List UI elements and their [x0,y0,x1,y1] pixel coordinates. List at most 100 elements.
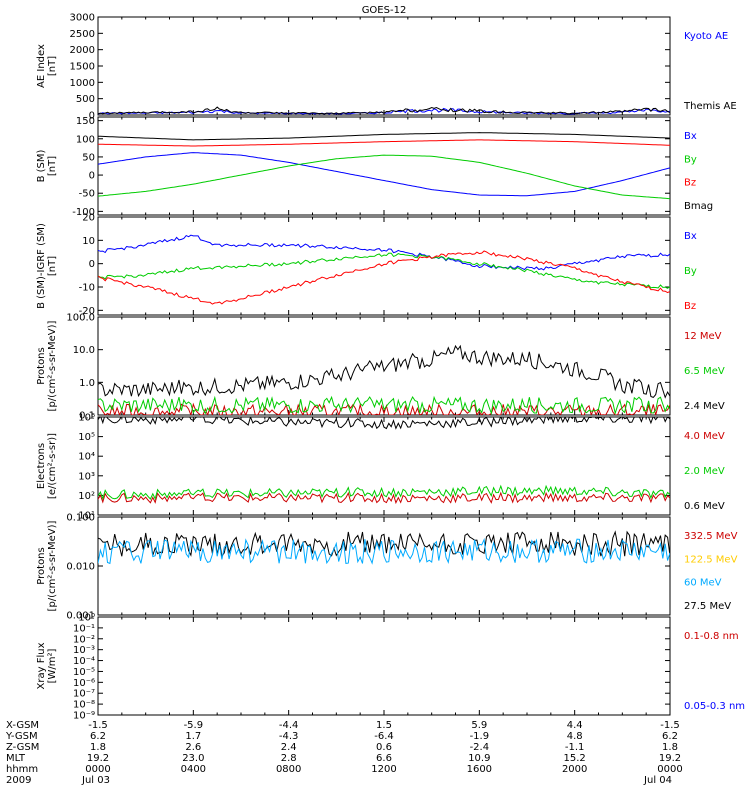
legend-entry: By [684,154,697,165]
legend-entry: 60 MeV [684,578,722,589]
footer-cell: -1.5 [660,720,680,731]
series-line-60-mev [98,537,670,565]
footer-cell: Jul 03 [81,775,110,786]
series-line-bx [98,234,670,271]
series-line-themis-ae [98,106,670,115]
footer-cell: 15.2 [564,753,586,764]
y-tick-label: 20 [82,213,95,224]
y-axis-label: [e/(cm²-s-sr)] [47,433,58,499]
y-tick-label: 10⁻⁸ [73,700,95,711]
y-tick-label: 1.0 [79,378,95,389]
y-tick-label: 0.001 [66,611,95,622]
y-axis-label: Electrons [36,443,47,489]
y-tick-label: 10⁻⁶ [73,678,95,689]
series-line-bz [98,250,670,305]
panel-electrons: 10¹ 10² 10³ 10⁴ 10⁵ 10⁶ Electrons [e/(cm²-s-sr)… [36,413,725,522]
y-tick-label: 50 [82,152,95,163]
footer-cell: Jul 04 [643,775,672,786]
legend-entry: 2.4 MeV [684,401,725,412]
panel-protons_hi: 0.1 1.0 10.0 100.0 Protons [p/(cm²-s-sr-MeV)]… [36,313,725,422]
y-tick-label: 0 [89,111,95,122]
footer-cell: 1.8 [662,742,678,753]
footer-cell: 6.2 [662,731,678,742]
y-tick-label: 10² [78,491,95,502]
legend-entry: Bx [684,131,697,142]
panel-frame [97,216,671,316]
footer-cell: -4.4 [279,720,299,731]
footer-cell: 0800 [276,764,301,775]
footer-row-label: hhmm [6,764,38,775]
legend-entry: 6.5 MeV [684,366,725,377]
y-tick-label: 10⁻⁷ [73,689,95,700]
y-tick-label: 2500 [70,29,95,40]
series-line-12-mev [98,402,670,415]
y-axis-label: Xray Flux [36,642,47,689]
y-tick-label: 10 [82,236,95,247]
footer-row-label: Y-GSM [5,731,38,742]
footer-row-label: 2009 [6,775,31,786]
y-axis-label: B (SM) [36,149,47,182]
y-tick-label: -20 [79,306,95,317]
y-tick-label: -10 [79,283,95,294]
series-group [98,344,670,415]
footer-cell: 1.7 [185,731,201,742]
y-tick-label: 10⁴ [78,452,95,463]
footer-cell: -1.1 [565,742,585,753]
series-line-bmag [98,132,670,141]
footer-cell: 4.4 [567,720,583,731]
legend-entry: 0.05-0.3 nm [684,701,745,712]
y-tick-label: 1500 [70,62,95,73]
series-line-bz [98,139,670,147]
legend-entry: 27.5 MeV [684,601,731,612]
y-tick-label: 10⁻² [73,634,95,645]
y-tick-label: 150 [76,116,95,127]
y-tick-label: 10⁶ [78,413,95,424]
footer-cell: 5.9 [471,720,487,731]
footer-cell: 1200 [371,764,396,775]
footer-cell: 6.6 [376,753,392,764]
series-group [98,132,670,200]
chart-title: GOES-12 [362,5,407,16]
y-axis-label: Protons [36,547,47,584]
panel-bigrf: -20 -10 0 10 20 B (SM)-IGRF (SM) [nT] Bx By Bz [36,213,697,317]
footer-row-label: MLT [6,753,26,764]
footer-cell: 0000 [85,764,110,775]
footer-cell: -2.4 [470,742,490,753]
legend-entry: Bz [684,178,696,189]
y-tick-label: 500 [76,94,95,105]
y-tick-label: 1000 [70,78,95,89]
series-line-4-0-mev [98,491,670,505]
series-line-0-6-mev [98,417,670,430]
footer-cell: 0000 [657,764,682,775]
panel-frame [97,516,671,616]
panel-frame [97,16,671,116]
footer-cell: 0400 [181,764,206,775]
footer-cell: 1.8 [90,742,106,753]
legend-entry: Kyoto AE [684,31,728,42]
footer-row-label: X-GSM [6,720,39,731]
footer-cell: 2.4 [281,742,297,753]
series-line-2-4-mev [98,344,670,399]
y-tick-label: 3000 [70,13,95,24]
y-tick-label: 100.0 [66,313,95,324]
series-line-by [98,252,670,289]
y-tick-label: -100 [72,207,95,218]
y-tick-label: -50 [79,189,95,200]
y-tick-label: 0.100 [66,513,95,524]
footer-cell: -1.5 [88,720,108,731]
y-tick-label: 10⁰ [78,613,95,624]
footer-cell: 6.2 [90,731,106,742]
series-line-by [98,154,670,200]
y-tick-label: 100 [76,134,95,145]
footer-cell: 19.2 [87,753,109,764]
series-line-bx [98,152,670,197]
footer-cell: 4.8 [567,731,583,742]
series-group [98,530,670,565]
legend-entry: Bx [684,231,697,242]
footer-cell: 0.6 [376,742,392,753]
legend-entry: 0.1-0.8 nm [684,631,739,642]
y-tick-label: 0.1 [79,411,95,422]
y-tick-label: 10³ [78,471,95,482]
y-tick-label: 10.0 [73,345,95,356]
